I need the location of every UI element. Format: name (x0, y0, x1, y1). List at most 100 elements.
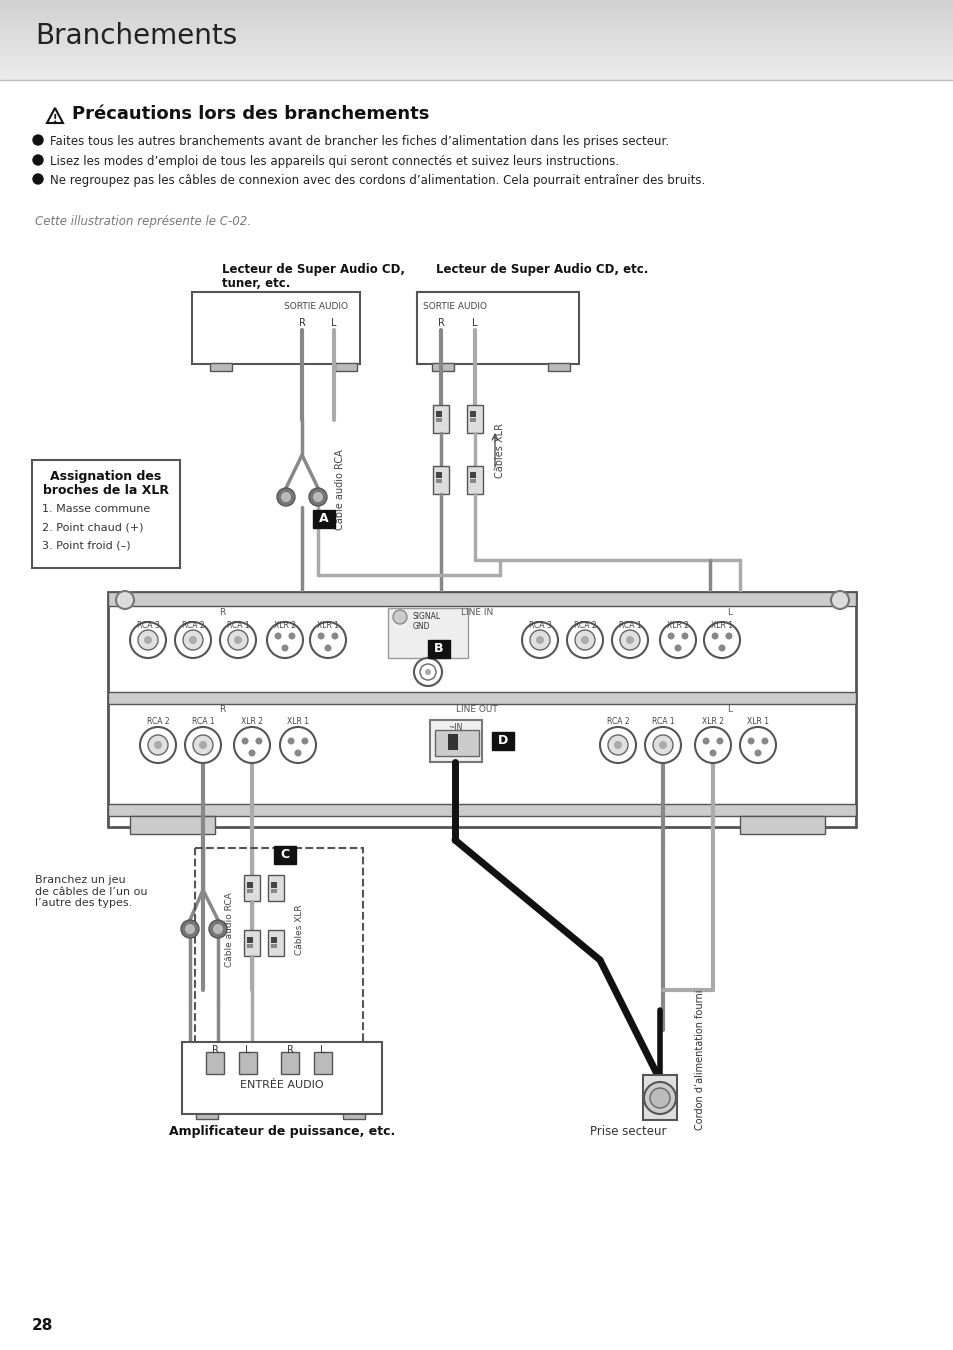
Bar (271, 937, 276, 944)
Circle shape (317, 633, 324, 640)
Text: R: R (212, 1045, 218, 1054)
Bar (467, 405, 482, 433)
Bar (428, 640, 450, 657)
Bar (740, 815, 824, 834)
Circle shape (619, 630, 639, 649)
Circle shape (153, 741, 162, 749)
Bar (247, 937, 253, 944)
Bar (388, 608, 468, 657)
Bar (247, 890, 253, 892)
Circle shape (393, 610, 407, 624)
Text: Câble audio RCA: Câble audio RCA (225, 892, 234, 968)
Text: L: L (727, 705, 732, 714)
Bar (247, 882, 253, 888)
Text: XLR 2: XLR 2 (666, 621, 688, 630)
Bar (433, 405, 449, 433)
Circle shape (599, 728, 636, 763)
Text: 1. Masse commune: 1. Masse commune (42, 504, 150, 514)
Circle shape (521, 622, 558, 657)
Circle shape (310, 622, 346, 657)
Circle shape (281, 491, 291, 502)
Text: R: R (298, 319, 305, 328)
Text: RCA 2: RCA 2 (606, 717, 629, 726)
Bar (192, 292, 359, 365)
Bar (32, 460, 180, 568)
Circle shape (659, 622, 696, 657)
Bar (194, 848, 363, 1048)
Text: Lecteur de Super Audio CD, etc.: Lecteur de Super Audio CD, etc. (436, 263, 648, 275)
Text: RCA 1: RCA 1 (227, 621, 249, 630)
Text: L: L (320, 1045, 325, 1054)
Text: Câbles XLR: Câbles XLR (295, 904, 304, 956)
Text: Ne regroupez pas les câbles de connexion avec des cordons d’alimentation. Cela p: Ne regroupez pas les câbles de connexion… (50, 174, 704, 188)
Circle shape (424, 670, 431, 675)
Text: RCA 1: RCA 1 (192, 717, 214, 726)
Text: Câbles XLR: Câbles XLR (495, 423, 504, 478)
Bar (271, 882, 276, 888)
Text: 3. Point froid (–): 3. Point froid (–) (42, 540, 131, 549)
Circle shape (331, 633, 338, 640)
Bar (268, 930, 284, 956)
Circle shape (267, 622, 303, 657)
Bar (182, 1042, 381, 1114)
Text: D: D (497, 734, 508, 748)
Text: Assignation des: Assignation des (51, 470, 161, 483)
Circle shape (280, 728, 315, 763)
Circle shape (607, 734, 627, 755)
Circle shape (667, 633, 674, 640)
Circle shape (185, 728, 221, 763)
Circle shape (183, 630, 203, 649)
Bar (436, 418, 441, 423)
Circle shape (288, 633, 295, 640)
Circle shape (138, 630, 158, 649)
Bar (108, 805, 855, 815)
Text: XLR 2: XLR 2 (701, 717, 723, 726)
Circle shape (419, 664, 436, 680)
Bar (448, 734, 457, 751)
Text: R: R (218, 705, 225, 714)
Text: !: ! (52, 113, 57, 124)
Circle shape (674, 644, 680, 652)
Bar (470, 472, 476, 478)
Text: XLR 1: XLR 1 (316, 621, 338, 630)
Text: XLR 1: XLR 1 (746, 717, 768, 726)
Text: Branchez un jeu
de câbles de l’un ou
l’autre des types.: Branchez un jeu de câbles de l’un ou l’a… (35, 875, 148, 909)
Circle shape (530, 630, 550, 649)
Bar (271, 944, 276, 948)
Bar (430, 720, 481, 761)
Bar (467, 466, 482, 494)
Circle shape (233, 636, 242, 644)
Circle shape (116, 591, 133, 609)
Bar (239, 1052, 256, 1075)
Circle shape (711, 633, 718, 640)
Circle shape (324, 644, 331, 652)
Text: Cordon d’alimentation fourni: Cordon d’alimentation fourni (695, 990, 704, 1130)
Bar (313, 510, 335, 528)
Bar (108, 693, 855, 703)
Text: Amplificateur de puissance, etc.: Amplificateur de puissance, etc. (169, 1125, 395, 1138)
Bar (416, 292, 578, 365)
Text: Câble audio RCA: Câble audio RCA (335, 450, 345, 531)
Bar (108, 593, 855, 828)
Circle shape (33, 155, 43, 165)
Text: L: L (472, 319, 477, 328)
Bar (271, 890, 276, 892)
Text: SIGNAL
GND: SIGNAL GND (413, 612, 440, 632)
Text: B: B (434, 643, 443, 656)
Bar (244, 930, 260, 956)
Bar (314, 1052, 332, 1075)
Bar (492, 732, 514, 751)
Text: RCA 2: RCA 2 (573, 621, 596, 630)
Text: XLR 1: XLR 1 (710, 621, 732, 630)
Text: XLR 1: XLR 1 (287, 717, 309, 726)
Circle shape (313, 491, 323, 502)
Circle shape (625, 636, 634, 644)
Text: XLR 2: XLR 2 (274, 621, 295, 630)
Bar (642, 1075, 677, 1120)
Text: RCA 1: RCA 1 (651, 717, 674, 726)
Circle shape (220, 622, 255, 657)
Circle shape (695, 728, 730, 763)
Circle shape (33, 174, 43, 184)
Text: SORTIE AUDIO: SORTIE AUDIO (284, 302, 348, 311)
Circle shape (614, 741, 621, 749)
